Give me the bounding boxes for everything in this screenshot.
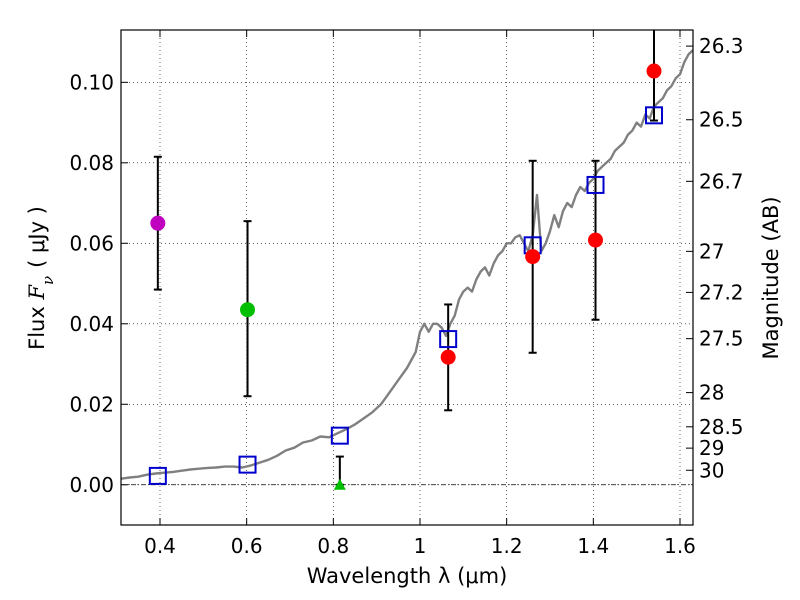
y-tick-label: 0.00: [69, 473, 114, 497]
x-tick-label: 1: [414, 534, 427, 558]
y-axis-label-subscript: ν: [39, 276, 57, 285]
y-axis-label: Flux Fν ( μJy ): [25, 206, 57, 350]
model-square-point: [586, 175, 605, 194]
observed-flux-point: [525, 249, 541, 265]
observed-flux-point: [240, 302, 256, 318]
model-square-point: [439, 330, 458, 349]
observed-points: [150, 63, 662, 490]
model-curve-layer: [121, 49, 693, 480]
plot-frame: [120, 29, 694, 526]
y2-tick-label: 26.5: [699, 108, 744, 132]
model-points: [148, 106, 663, 485]
model-square-point: [330, 426, 349, 445]
x-tick-label: 0.4: [144, 534, 176, 558]
axis-ticks: 0.4 0.6 0.8 1 1.2 1.4 1.6 0.00 0.02 0.04 0.06 0.08 0…: [69, 30, 744, 558]
y2-axis-label: Magnitude (AB): [759, 196, 783, 359]
y-axis-label-symbol: F: [25, 284, 49, 301]
observed-flux-point: [440, 349, 456, 365]
y-tick-label: 0.04: [69, 312, 114, 336]
error-bars: [153, 30, 658, 486]
model-square-point: [645, 106, 663, 125]
y-axis-label-prefix: Flux: [25, 300, 49, 350]
y2-tick-label: 27: [699, 239, 724, 263]
y2-tick-label: 27.5: [699, 327, 744, 351]
x-tick-label: 1.4: [577, 534, 609, 558]
y-axis-label-unit: ( μJy ): [25, 206, 49, 268]
y2-tick-label: 26.3: [699, 34, 744, 58]
y-tick-label: 0.08: [69, 151, 114, 175]
y-tick-label: 0.06: [69, 231, 114, 255]
x-axis-label: Wavelength λ (μm): [307, 564, 508, 588]
grid: [121, 30, 693, 525]
observed-flux-point: [588, 232, 603, 248]
model-spectrum-line: [121, 49, 693, 480]
observed-flux-point: [150, 215, 166, 231]
x-tick-label: 0.8: [317, 534, 349, 558]
y2-tick-label: 26.7: [699, 169, 744, 193]
x-tick-label: 1.2: [491, 534, 523, 558]
y-tick-label: 0.02: [69, 392, 114, 416]
x-tick-label: 1.6: [664, 534, 696, 558]
observed-flux-point: [646, 63, 662, 79]
y2-tick-label: 28: [699, 381, 724, 405]
upper-limit-triangle-point: [333, 478, 346, 490]
x-tick-label: 0.6: [231, 534, 263, 558]
y2-tick-label: 29: [699, 436, 724, 460]
model-square-point: [148, 466, 167, 485]
model-square-point: [238, 455, 257, 474]
y2-tick-label: 27.2: [699, 280, 744, 304]
y-tick-label: 0.10: [69, 70, 114, 94]
y2-tick-label: 28.5: [699, 415, 744, 439]
y2-tick-label: 30: [699, 458, 724, 482]
